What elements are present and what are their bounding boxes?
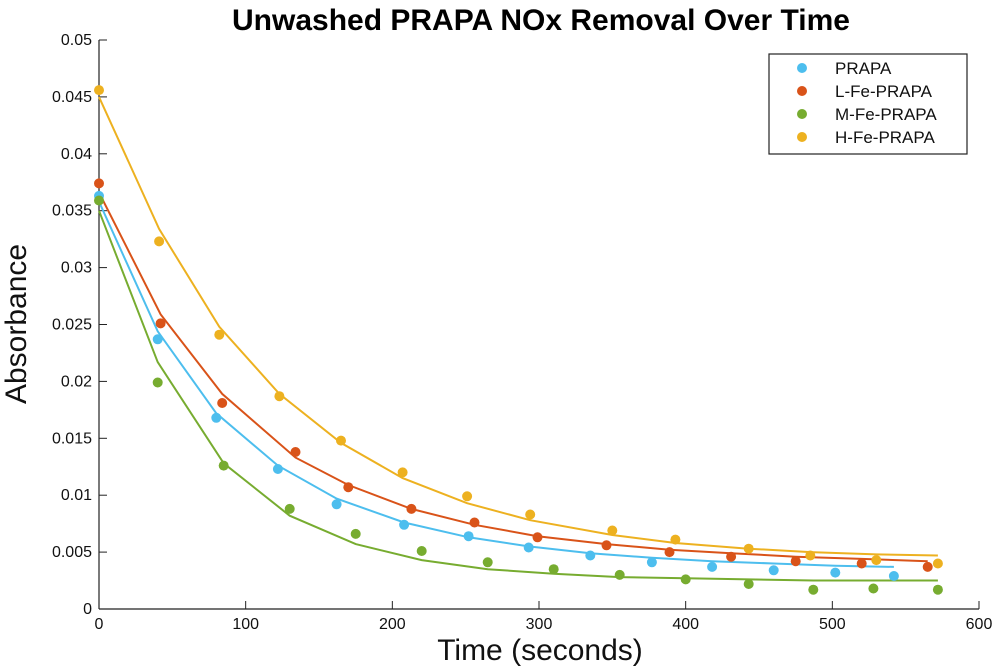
fit-line-series-3 bbox=[98, 96, 938, 557]
data-point-series-2 bbox=[548, 564, 559, 575]
data-point-series-0 bbox=[830, 567, 841, 578]
legend-label: PRAPA bbox=[835, 59, 892, 78]
data-point-series-2 bbox=[482, 557, 493, 568]
y-tick-label: 0.045 bbox=[52, 89, 92, 106]
y-tick-label: 0.01 bbox=[61, 487, 92, 504]
y-axis-label: Absorbance bbox=[0, 244, 33, 404]
data-point-series-3 bbox=[94, 85, 104, 96]
data-point-series-2 bbox=[218, 460, 229, 471]
data-point-series-0 bbox=[152, 334, 163, 345]
axes: 0 100 200 300 400 500 600 0 0.005 0.01 0.015 0.02 0.… bbox=[52, 32, 992, 633]
data-point-series-1 bbox=[856, 558, 867, 569]
data-point-series-0 bbox=[272, 464, 283, 474]
y-tick-label: 0.025 bbox=[52, 317, 92, 334]
fit-line-series-0 bbox=[98, 201, 894, 568]
y-tick-label: 0.015 bbox=[52, 430, 92, 447]
data-point-series-3 bbox=[154, 236, 165, 247]
x-tick-label: 500 bbox=[819, 616, 846, 633]
x-tick-label: 400 bbox=[672, 616, 699, 633]
data-point-series-1 bbox=[726, 551, 737, 562]
fit-line-series-2 bbox=[98, 210, 938, 582]
data-point-series-0 bbox=[888, 571, 899, 581]
data-point-series-2 bbox=[94, 195, 104, 206]
data-point-series-1 bbox=[790, 556, 801, 567]
data-point-series-2 bbox=[350, 528, 361, 539]
data-point-series-3 bbox=[274, 391, 285, 402]
data-point-series-0 bbox=[399, 519, 410, 530]
data-point-series-2 bbox=[416, 546, 427, 556]
legend-label: M-Fe-PRAPA bbox=[835, 105, 937, 124]
data-point-series-2 bbox=[932, 584, 943, 595]
data-point-series-3 bbox=[743, 543, 754, 554]
x-tick-label: 100 bbox=[232, 616, 259, 633]
data-point-series-3 bbox=[805, 550, 816, 561]
data-point-series-3 bbox=[932, 558, 943, 569]
data-point-series-3 bbox=[607, 525, 618, 536]
data-point-series-2 bbox=[284, 503, 295, 514]
data-point-series-1 bbox=[406, 503, 417, 514]
fit-lines bbox=[98, 96, 938, 582]
fit-line-series-1 bbox=[98, 192, 928, 563]
data-point-series-1 bbox=[922, 561, 933, 572]
chart-title: Unwashed PRAPA NOx Removal Over Time bbox=[232, 4, 850, 37]
data-point-series-3 bbox=[670, 534, 681, 545]
data-point-series-2 bbox=[152, 377, 163, 388]
legend-label: L-Fe-PRAPA bbox=[835, 82, 933, 101]
data-point-series-2 bbox=[614, 569, 625, 580]
data-point-series-2 bbox=[680, 574, 691, 585]
legend-label: H-Fe-PRAPA bbox=[835, 128, 935, 147]
legend: PRAPA L-Fe-PRAPA M-Fe-PRAPA H-Fe-PRAPA bbox=[768, 53, 968, 155]
x-tick-label: 0 bbox=[95, 616, 104, 633]
data-point-series-3 bbox=[525, 509, 536, 520]
y-tick-label: 0.02 bbox=[61, 373, 92, 390]
legend-marker bbox=[797, 109, 807, 119]
data-point-series-3 bbox=[462, 491, 473, 502]
data-point-series-0 bbox=[463, 531, 474, 542]
data-point-series-3 bbox=[336, 435, 346, 446]
data-point-series-1 bbox=[155, 318, 166, 329]
data-point-series-1 bbox=[343, 482, 354, 493]
y-tick-label: 0.05 bbox=[61, 32, 92, 49]
data-point-series-1 bbox=[664, 547, 675, 558]
x-tick-label: 600 bbox=[966, 616, 993, 633]
x-tick-label: 200 bbox=[379, 616, 406, 633]
y-tick-label: 0.035 bbox=[52, 203, 92, 220]
data-point-series-1 bbox=[469, 517, 480, 528]
data-point-series-3 bbox=[397, 467, 408, 478]
data-point-series-0 bbox=[768, 565, 779, 576]
data-point-series-3 bbox=[871, 555, 882, 566]
data-point-series-0 bbox=[707, 561, 718, 572]
data-point-series-3 bbox=[214, 329, 225, 340]
data-point-series-0 bbox=[523, 542, 534, 553]
legend-marker bbox=[797, 86, 807, 96]
data-point-series-0 bbox=[585, 550, 596, 561]
y-tick-label: 0.005 bbox=[52, 544, 92, 561]
legend-marker bbox=[797, 63, 807, 73]
y-tick-label: 0 bbox=[83, 601, 92, 618]
data-points bbox=[94, 85, 943, 595]
data-point-series-0 bbox=[646, 557, 657, 568]
data-point-series-0 bbox=[211, 412, 222, 423]
x-tick-label: 300 bbox=[526, 616, 553, 633]
data-point-series-2 bbox=[743, 579, 754, 589]
data-point-series-2 bbox=[868, 583, 879, 594]
data-point-series-1 bbox=[601, 540, 612, 551]
data-point-series-1 bbox=[290, 447, 301, 457]
legend-marker bbox=[797, 132, 807, 142]
data-point-series-1 bbox=[94, 178, 104, 189]
data-point-series-0 bbox=[331, 499, 342, 510]
y-tick-label: 0.04 bbox=[61, 146, 92, 163]
data-point-series-1 bbox=[532, 532, 543, 543]
data-point-series-2 bbox=[808, 584, 819, 595]
data-point-series-1 bbox=[217, 398, 228, 408]
x-axis-label: Time (seconds) bbox=[437, 634, 643, 667]
y-tick-label: 0.03 bbox=[61, 260, 92, 277]
